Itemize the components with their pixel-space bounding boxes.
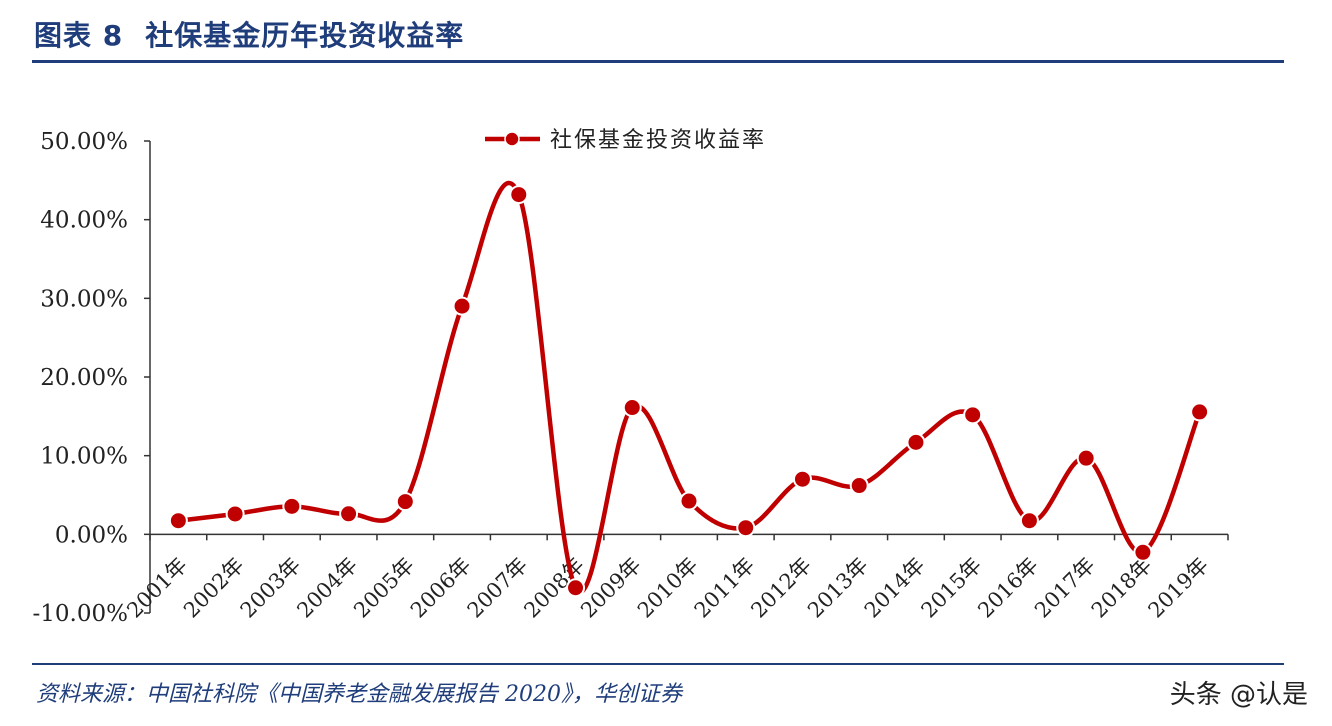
source-note: 资料来源：中国社科院《中国养老金融发展报告 2020》，华创证券 [36, 682, 682, 707]
y-tick-label: 40.00% [40, 208, 128, 234]
chart-axes [144, 140, 1229, 614]
x-tick-label: 2001年 [122, 553, 192, 623]
x-tick-label: 2011年 [690, 553, 760, 623]
x-tick-label: 2010年 [633, 553, 703, 623]
x-tick-label: 2006年 [406, 553, 476, 623]
data-point [736, 518, 756, 538]
figure-label: 图表 8 [34, 19, 124, 52]
series-points [168, 185, 1210, 598]
x-tick-label: 2003年 [236, 553, 306, 623]
title-rule [32, 60, 1284, 63]
x-tick-label: 2018年 [1087, 553, 1157, 623]
data-point [225, 504, 245, 524]
x-tick-labels: 2001年2002年2003年2004年2005年2006年2007年2008年… [122, 553, 1213, 623]
y-tick-labels: -10.00% 0.00% 10.00% 20.00% 30.00% 40.00% 50.0… [33, 129, 128, 627]
data-point [1133, 542, 1153, 562]
data-point [906, 432, 926, 452]
x-tick-label: 2007年 [463, 553, 533, 623]
data-point [566, 578, 586, 598]
data-point [339, 504, 359, 524]
x-tick-label: 2016年 [973, 553, 1043, 623]
source-rule [32, 663, 1284, 665]
chart-legend: 社保基金投资收益率 [485, 128, 766, 153]
figure-title: 图表 8 社保基金历年投资收益率 [34, 14, 464, 54]
y-tick-label: 0.00% [55, 522, 128, 548]
data-point [452, 296, 472, 316]
x-tick-label: 2005年 [349, 553, 419, 623]
y-tick-label: 20.00% [40, 365, 128, 391]
x-tick-label: 2015年 [917, 553, 987, 623]
x-tick-label: 2012年 [746, 553, 816, 623]
data-point [282, 496, 302, 516]
data-point [622, 398, 642, 418]
data-point [395, 492, 415, 512]
data-point [1190, 402, 1210, 422]
data-point [679, 491, 699, 511]
data-point [849, 476, 869, 496]
y-tick-label: 50.00% [40, 129, 128, 155]
watermark: 头条 @认是 [1169, 680, 1308, 710]
data-point [792, 469, 812, 489]
x-tick-label: 2014年 [860, 553, 930, 623]
x-tick-label: 2013年 [803, 553, 873, 623]
series-line-group [178, 180, 1202, 594]
data-point [509, 185, 529, 205]
series-line [178, 180, 1202, 594]
data-point [963, 405, 983, 425]
legend-label: 社保基金投资收益率 [550, 128, 766, 153]
data-point [168, 511, 188, 531]
data-point [1019, 511, 1039, 531]
x-tick-label: 2019年 [1144, 553, 1214, 623]
data-point [1076, 448, 1096, 468]
line-chart: -10.00% 0.00% 10.00% 20.00% 30.00% 40.00% 50.0… [33, 128, 1229, 627]
x-tick-label: 2004年 [292, 553, 362, 623]
y-tick-label: -10.00% [33, 601, 128, 627]
x-tick-label: 2002年 [179, 553, 249, 623]
y-tick-label: 30.00% [40, 286, 128, 312]
y-tick-label: 10.00% [40, 444, 128, 470]
legend-swatch-marker [504, 131, 520, 147]
x-tick-label: 2017年 [1030, 553, 1100, 623]
figure-title-text: 社保基金历年投资收益率 [145, 19, 465, 52]
